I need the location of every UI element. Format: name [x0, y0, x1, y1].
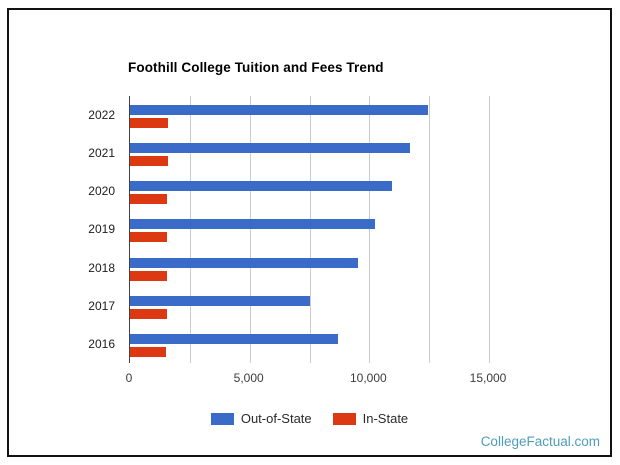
x-axis-label-15000: 15,000	[469, 371, 507, 385]
bar-in-state-2022	[130, 118, 169, 128]
bar-out-of-state-2022	[130, 105, 429, 115]
x-axis-label-0: 0	[125, 371, 133, 385]
y-axis-label-2016: 2016	[88, 336, 115, 351]
y-axis-label-2021: 2021	[88, 146, 115, 161]
bar-out-of-state-2016	[130, 333, 339, 344]
bar-group-2017	[130, 287, 489, 325]
chart-title: Foothill College Tuition and Fees Trend	[128, 60, 384, 75]
bar-in-state-2021	[130, 156, 169, 167]
x-axis-label-10000: 10,000	[349, 371, 387, 385]
y-axis-label-2018: 2018	[88, 260, 115, 275]
bar-out-of-state-2017	[130, 295, 310, 306]
x-axis-label-5000: 5,000	[233, 371, 264, 385]
chart-frame: Foothill College Tuition and Fees Trend …	[7, 8, 612, 457]
bar-group-2020	[130, 172, 489, 210]
collegefactual-link[interactable]: CollegeFactual.com	[480, 434, 600, 449]
legend-label: Out-of-State	[240, 411, 312, 426]
bar-in-state-2019	[130, 232, 167, 243]
gridline-15000	[489, 96, 490, 363]
bar-out-of-state-2020	[130, 181, 392, 192]
legend: Out-of-State In-State	[9, 411, 610, 426]
bar-group-2022	[130, 96, 489, 134]
y-axis-labels: 2022 2021 2020 2019 2018 2017 2016	[49, 96, 115, 363]
legend-item-out-of-state: Out-of-State	[210, 411, 312, 426]
bar-rows	[130, 96, 489, 363]
legend-label: In-State	[362, 411, 409, 426]
bar-out-of-state-2018	[130, 257, 358, 268]
bar-group-2021	[130, 134, 489, 172]
y-axis-label-2019: 2019	[88, 222, 115, 237]
y-axis-label-2020: 2020	[88, 184, 115, 199]
plot-area	[129, 96, 490, 363]
gridline-2500	[189, 96, 191, 363]
y-axis-label-2017: 2017	[88, 298, 115, 313]
gridline-5000	[249, 96, 251, 363]
gridline-7500	[309, 96, 311, 363]
legend-swatch	[210, 412, 234, 425]
legend-swatch	[332, 412, 356, 425]
bar-out-of-state-2021	[130, 143, 410, 154]
legend-item-in-state: In-State	[332, 411, 409, 426]
bar-in-state-2016	[130, 346, 167, 357]
bar-group-2018	[130, 249, 489, 287]
bar-in-state-2018	[130, 270, 168, 281]
gridline-10000	[369, 96, 371, 363]
bar-out-of-state-2019	[130, 219, 376, 230]
bar-in-state-2017	[130, 308, 168, 319]
y-axis-label-2022: 2022	[88, 108, 115, 123]
bar-in-state-2020	[130, 194, 168, 205]
gridline-12500	[429, 96, 431, 363]
bar-group-2016	[130, 325, 489, 363]
bar-group-2019	[130, 210, 489, 248]
